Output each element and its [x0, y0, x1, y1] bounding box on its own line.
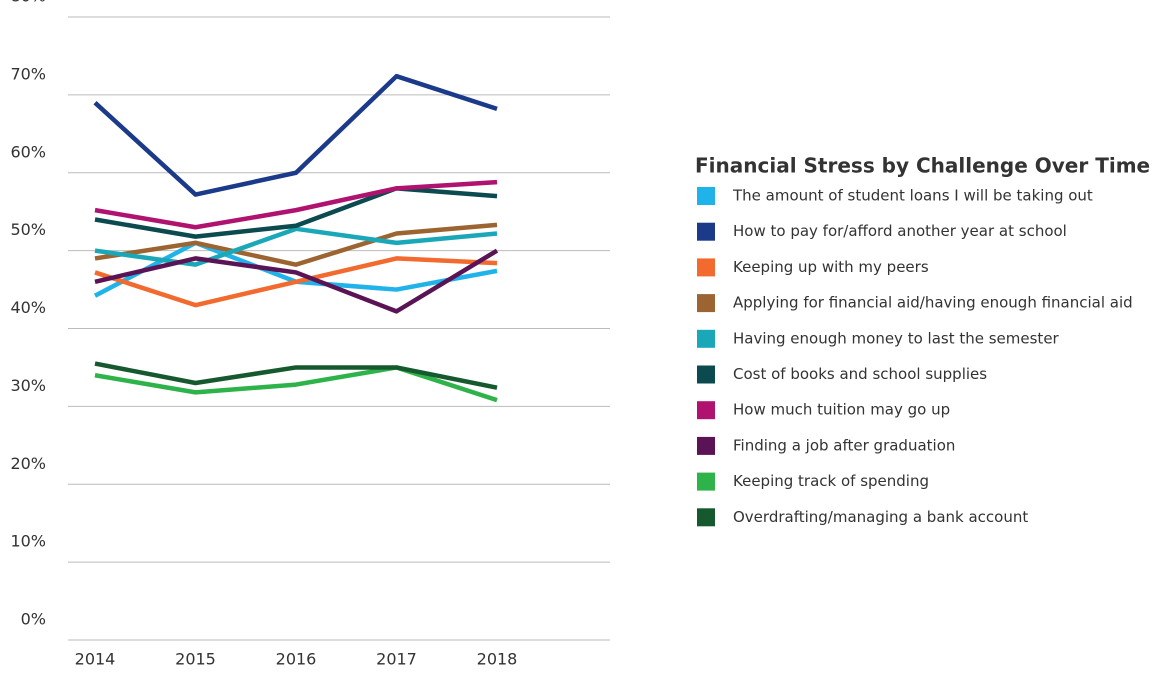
legend-swatch [697, 329, 715, 348]
legend-swatch [697, 187, 715, 205]
series-line [94, 179, 498, 230]
series-line [94, 248, 499, 314]
x-tick-label: 2015 [175, 650, 216, 669]
legend-swatch [697, 365, 715, 384]
legend-label: How much tuition may go up [733, 401, 950, 419]
legend-label: Finding a job after graduation [733, 436, 955, 454]
series-line [94, 186, 498, 239]
y-tick-label: 60% [10, 142, 46, 161]
legend-swatch [697, 258, 715, 277]
x-tick-label: 2018 [477, 650, 518, 669]
x-tick-label: 2017 [376, 650, 417, 669]
series-line [94, 361, 498, 390]
legend-swatch [697, 508, 715, 527]
series-line [93, 73, 498, 197]
legend-label: Overdrafting/managing a bank account [733, 508, 1028, 526]
y-tick-label: 80% [10, 0, 46, 6]
legend-label: How to pay for/afford another year at sc… [733, 222, 1067, 240]
y-tick-label: 0% [21, 610, 46, 629]
legend-swatch [697, 222, 715, 241]
x-tick-label: 2016 [276, 650, 317, 669]
series-line [94, 226, 498, 267]
legend-swatch [697, 294, 715, 313]
series-line [94, 222, 498, 267]
y-tick-label: 20% [10, 454, 46, 473]
y-tick-label: 50% [10, 220, 46, 239]
legend-label: The amount of student loans I will be ta… [732, 187, 1093, 205]
series-line [94, 256, 498, 308]
legend-label: Applying for financial aid/having enough… [733, 294, 1133, 312]
y-tick-label: 40% [10, 298, 46, 317]
legend-label: Having enough money to last the semester [733, 329, 1060, 347]
legend-swatch [697, 472, 715, 491]
legend-label: Keeping track of spending [733, 472, 929, 490]
y-tick-label: 10% [10, 532, 46, 551]
legend-swatch [697, 436, 715, 455]
y-tick-label: 70% [10, 64, 46, 83]
chart-title: Financial Stress by Challenge Over Time [695, 154, 1150, 178]
series-line [94, 365, 498, 403]
legend-label: Cost of books and school supplies [733, 365, 987, 383]
x-tick-label: 2014 [75, 650, 116, 669]
legend-label: Keeping up with my peers [733, 258, 929, 276]
legend-swatch [697, 401, 715, 420]
y-tick-label: 30% [10, 376, 46, 395]
